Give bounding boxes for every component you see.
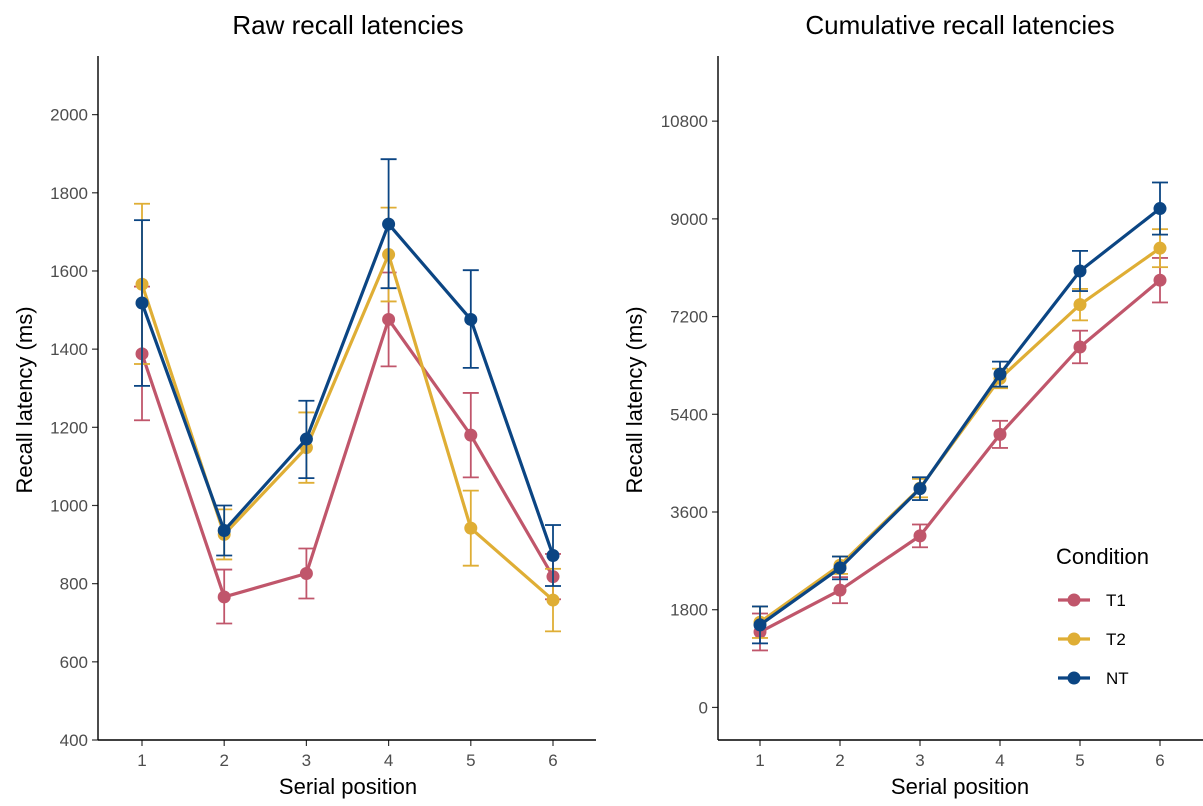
cumulative-y-tick-label: 10800 (661, 112, 708, 131)
cumulative-y-tick-label: 3600 (670, 503, 708, 522)
cumulative-y-tick-label: 0 (699, 698, 708, 717)
cumulative-y-tick-label: 7200 (670, 308, 708, 327)
cumulative-x-tick-label: 1 (755, 751, 764, 770)
cumulative-point-nt (913, 482, 927, 496)
raw-x-tick-label: 5 (466, 751, 475, 770)
cumulative-point-nt (993, 367, 1007, 381)
raw-point-nt (546, 549, 560, 563)
raw-y-tick-label: 1200 (50, 418, 88, 437)
cumulative-point-t1 (1153, 273, 1167, 287)
cumulative-point-t1 (833, 583, 847, 597)
legend-key-point (1067, 593, 1081, 607)
raw-line-nt (140, 222, 555, 557)
raw-point-t1 (299, 566, 313, 580)
legend-item-t1: T1 (1058, 591, 1126, 610)
cumulative-x-tick-label: 4 (995, 751, 1004, 770)
cumulative-point-t2 (1153, 241, 1167, 255)
cumulative-point-t1 (913, 529, 927, 543)
cumulative-point-nt (1153, 202, 1167, 216)
cumulative-x-tick-label: 5 (1075, 751, 1084, 770)
cumulative-marks-layer (752, 181, 1168, 652)
raw-tick-layer: 400 600 800 1000 1200 1400 1600 1800 2000 1 2 3 4 5 6 (50, 106, 558, 770)
raw-y-tick-label: 800 (60, 575, 88, 594)
raw-point-t1 (382, 312, 396, 326)
legend-key-point (1067, 632, 1081, 646)
raw-line-t2 (140, 252, 555, 602)
raw-line-t1 (140, 317, 555, 599)
cumulative-series-nt (752, 181, 1168, 645)
raw-x-axis-title: Serial position (279, 774, 417, 799)
raw-point-t1 (464, 428, 478, 442)
cumulative-tick-layer: 0 1800 3600 5400 7200 9000 10800 1 2 3 4 5 6 (661, 112, 1165, 770)
cumulative-point-t2 (1073, 298, 1087, 312)
raw-point-nt (464, 312, 478, 326)
raw-y-tick-label: 2000 (50, 106, 88, 125)
raw-x-tick-label: 1 (137, 751, 146, 770)
raw-series-nt (134, 158, 561, 587)
raw-chart-title: Raw recall latencies (232, 10, 463, 40)
cumulative-latency-panel: Cumulative recall latencies Serial posit… (622, 10, 1203, 799)
raw-x-tick-label: 3 (302, 751, 311, 770)
raw-marks-layer (134, 158, 561, 633)
raw-y-axis-title: Recall latency (ms) (12, 306, 37, 493)
cumulative-y-tick-label: 5400 (670, 405, 708, 424)
raw-point-nt (299, 432, 313, 446)
cumulative-point-t1 (1073, 340, 1087, 354)
raw-x-tick-label: 6 (548, 751, 557, 770)
raw-point-nt (135, 296, 149, 310)
raw-series-t1 (134, 271, 561, 625)
raw-y-tick-label: 1400 (50, 340, 88, 359)
cumulative-y-tick-label: 1800 (670, 601, 708, 620)
legend-key-point (1067, 671, 1081, 685)
raw-point-t2 (546, 593, 560, 607)
legend-label: NT (1106, 669, 1129, 688)
cumulative-y-tick-label: 9000 (670, 210, 708, 229)
raw-series-t2 (134, 202, 561, 633)
raw-y-tick-label: 1000 (50, 496, 88, 515)
cumulative-chart-title: Cumulative recall latencies (805, 10, 1114, 40)
cumulative-line-nt (759, 207, 1161, 627)
cumulative-point-nt (1073, 264, 1087, 278)
cumulative-y-axis-title: Recall latency (ms) (622, 306, 647, 493)
legend-item-t2: T2 (1058, 630, 1126, 649)
legend-items: T1 T2 NT (1058, 591, 1129, 688)
cumulative-x-tick-label: 6 (1155, 751, 1164, 770)
raw-point-nt (217, 524, 231, 538)
raw-x-tick-label: 2 (219, 751, 228, 770)
cumulative-x-tick-label: 3 (915, 751, 924, 770)
raw-x-tick-label: 4 (384, 751, 393, 770)
raw-point-t2 (464, 521, 478, 535)
cumulative-line-t1 (759, 278, 1162, 634)
cumulative-x-axis-title: Serial position (891, 774, 1029, 799)
cumulative-point-t1 (993, 427, 1007, 441)
legend-label: T1 (1106, 591, 1126, 610)
raw-point-nt (382, 217, 396, 231)
raw-y-tick-label: 400 (60, 731, 88, 750)
cumulative-point-nt (753, 618, 767, 632)
legend-item-nt: NT (1058, 669, 1129, 688)
raw-y-tick-label: 1600 (50, 262, 88, 281)
legend: Condition T1 T2 NT (1056, 544, 1149, 688)
raw-y-tick-label: 600 (60, 653, 88, 672)
raw-point-t1 (217, 590, 231, 604)
legend-label: T2 (1106, 630, 1126, 649)
raw-latency-panel: Raw recall latencies Serial position Rec… (12, 10, 596, 799)
cumulative-x-tick-label: 2 (835, 751, 844, 770)
legend-title: Condition (1056, 544, 1149, 569)
cumulative-point-nt (833, 561, 847, 575)
raw-y-tick-label: 1800 (50, 184, 88, 203)
